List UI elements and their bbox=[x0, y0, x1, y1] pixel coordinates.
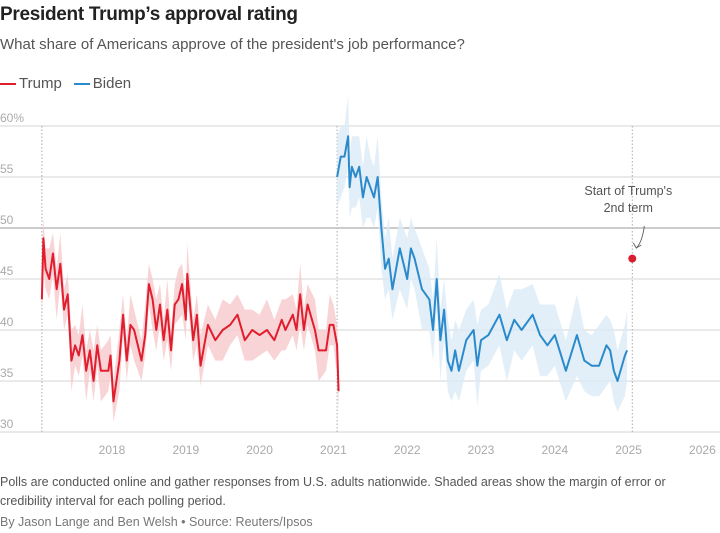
x-tick-label: 2025 bbox=[615, 443, 642, 457]
x-tick-label: 2023 bbox=[468, 443, 495, 457]
x-tick-label: 2019 bbox=[172, 443, 199, 457]
byline: By Jason Lange and Ben Welsh • Source: R… bbox=[0, 515, 313, 529]
annotation-arrow bbox=[635, 225, 645, 249]
trump-approval-line bbox=[40, 237, 340, 403]
y-tick-label: 40 bbox=[0, 315, 14, 329]
legend-swatch-trump bbox=[0, 82, 16, 85]
biden-approval-line bbox=[336, 135, 629, 382]
x-tick-label: 2024 bbox=[541, 443, 568, 457]
x-tick-label: 2022 bbox=[394, 443, 421, 457]
annotation-text: 2nd term bbox=[604, 201, 653, 215]
trump-confidence-band bbox=[41, 217, 339, 422]
annotation-text: Start of Trump's bbox=[584, 184, 672, 198]
y-tick-label: 35 bbox=[0, 366, 14, 380]
footnote: Polls are conducted online and gather re… bbox=[0, 475, 666, 508]
y-tick-label: 60% bbox=[0, 111, 24, 125]
x-tick-label: 2020 bbox=[246, 443, 273, 457]
x-tick-label: 2026 bbox=[689, 443, 716, 457]
x-tick-label: 2018 bbox=[99, 443, 126, 457]
biden-confidence-band bbox=[337, 95, 628, 412]
legend-label: Trump bbox=[19, 75, 62, 92]
approval-chart: 60% 55 50 45 40 35 30 2018 2019 2020 2021 2022 2023 2… bbox=[0, 95, 720, 457]
y-tick-label: 55 bbox=[0, 162, 14, 176]
y-tick-label: 50 bbox=[0, 213, 14, 227]
legend: Trump Biden bbox=[0, 75, 131, 92]
legend-item-trump: Trump bbox=[0, 75, 62, 92]
legend-label: Biden bbox=[92, 75, 132, 92]
legend-item-biden: Biden bbox=[73, 75, 132, 92]
arrow-head-icon bbox=[632, 242, 642, 249]
legend-swatch-biden bbox=[73, 82, 90, 85]
y-tick-label: 45 bbox=[0, 264, 14, 278]
chart-subtitle: What share of Americans approve of the p… bbox=[0, 36, 465, 53]
x-tick-label: 2021 bbox=[320, 443, 347, 457]
chart-title: President Trump’s approval rating bbox=[0, 4, 298, 25]
trump-second-term-point bbox=[628, 254, 637, 263]
y-tick-label: 30 bbox=[0, 417, 14, 431]
